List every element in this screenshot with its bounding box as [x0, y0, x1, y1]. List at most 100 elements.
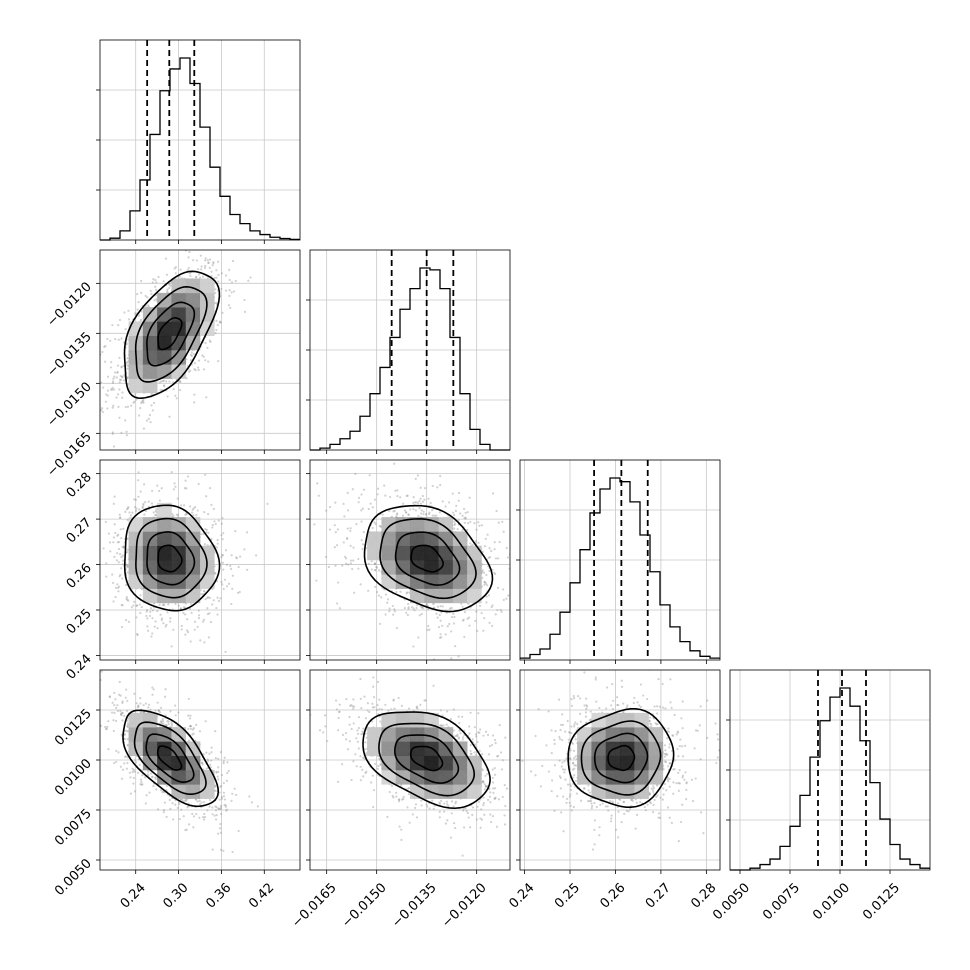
scatter-point	[172, 628, 175, 631]
panel-content	[102, 471, 269, 653]
scatter-point	[243, 548, 246, 551]
scatter-point	[222, 532, 225, 535]
scatter-point	[111, 406, 114, 409]
scatter-point	[360, 520, 363, 523]
scatter-point	[122, 527, 125, 530]
density-cell	[438, 531, 454, 547]
scatter-point	[211, 848, 214, 851]
scatter-point	[137, 479, 140, 482]
scatter-point	[346, 491, 349, 494]
scatter-point	[347, 509, 350, 512]
scatter-point	[120, 714, 123, 717]
scatter-point	[205, 396, 208, 399]
scatter-point	[396, 494, 399, 498]
scatter-point	[226, 761, 229, 764]
scatter-point	[126, 507, 130, 510]
scatter-point	[421, 606, 424, 609]
scatter-point	[431, 509, 434, 512]
scatter-point	[171, 802, 174, 805]
scatter-point	[333, 546, 336, 549]
density-cell	[128, 364, 144, 379]
scatter-point	[238, 590, 241, 594]
scatter-point	[151, 776, 154, 779]
scatter-point	[133, 498, 136, 501]
scatter-point	[115, 376, 118, 379]
scatter-point	[125, 596, 128, 599]
scatter-point	[192, 259, 195, 262]
scatter-point	[120, 603, 123, 607]
density-cell	[171, 517, 187, 532]
scatter-point	[140, 710, 143, 714]
scatter-point	[439, 619, 442, 622]
scatter-point	[435, 612, 438, 615]
scatter-point	[462, 618, 465, 621]
scatter-point	[427, 512, 431, 516]
scatter-point	[113, 691, 116, 694]
scatter-point	[127, 599, 130, 602]
scatter-point	[184, 798, 187, 801]
scatter-point	[334, 531, 337, 534]
scatter-point	[220, 272, 223, 275]
scatter-point	[218, 807, 221, 811]
scatter-point	[139, 594, 142, 597]
scatter-point	[453, 522, 457, 525]
scatter-point	[393, 608, 396, 611]
scatter-point	[371, 526, 374, 530]
scatter-point	[185, 828, 188, 831]
scatter-point	[483, 583, 486, 586]
scatter-point	[198, 276, 202, 279]
scatter-point	[418, 507, 421, 510]
scatter-point	[133, 790, 137, 793]
scatter-point	[215, 276, 218, 279]
scatter-point	[212, 262, 215, 265]
scatter-point	[118, 513, 121, 516]
scatter-point	[202, 589, 205, 592]
scatter-point	[341, 564, 344, 567]
scatter-point	[201, 354, 204, 357]
scatter-point	[453, 520, 456, 523]
scatter-point	[215, 328, 218, 332]
scatter-point	[316, 482, 319, 485]
scatter-point	[334, 501, 337, 504]
scatter-point	[142, 398, 145, 402]
density-cell	[381, 517, 397, 532]
scatter-point	[427, 608, 430, 611]
scatter-point	[236, 591, 240, 594]
scatter-point	[235, 556, 238, 559]
scatter-point	[412, 645, 415, 648]
scatter-point	[137, 314, 141, 317]
scatter-point	[460, 602, 463, 605]
scatter-point	[327, 565, 331, 569]
scatter-point	[453, 514, 456, 517]
scatter-point	[407, 607, 410, 610]
scatter-point	[205, 767, 208, 770]
scatter-point	[187, 714, 190, 717]
scatter-point	[187, 266, 190, 270]
scatter-point	[174, 704, 177, 707]
scatter-point	[134, 498, 137, 501]
scatter-point	[114, 595, 117, 599]
scatter-point	[231, 792, 234, 795]
scatter-point	[491, 624, 494, 628]
scatter-point	[219, 848, 223, 851]
scatter-point	[125, 729, 128, 733]
scatter-point	[488, 569, 491, 573]
scatter-point	[215, 269, 218, 272]
scatter-point	[211, 603, 214, 606]
scatter-point	[419, 502, 422, 505]
scatter-point	[151, 693, 154, 696]
scatter-point	[154, 285, 157, 288]
scatter-point	[116, 371, 119, 374]
scatter-point	[462, 507, 466, 511]
scatter-point	[134, 509, 138, 513]
scatter-point	[112, 600, 115, 603]
scatter-point	[143, 776, 147, 779]
scatter-point	[202, 815, 205, 819]
scatter-point	[373, 562, 377, 566]
density-cell	[157, 321, 172, 337]
scatter-point	[224, 274, 228, 277]
scatter-point	[228, 294, 231, 298]
density-cell	[395, 545, 411, 561]
scatter-point	[221, 583, 224, 586]
